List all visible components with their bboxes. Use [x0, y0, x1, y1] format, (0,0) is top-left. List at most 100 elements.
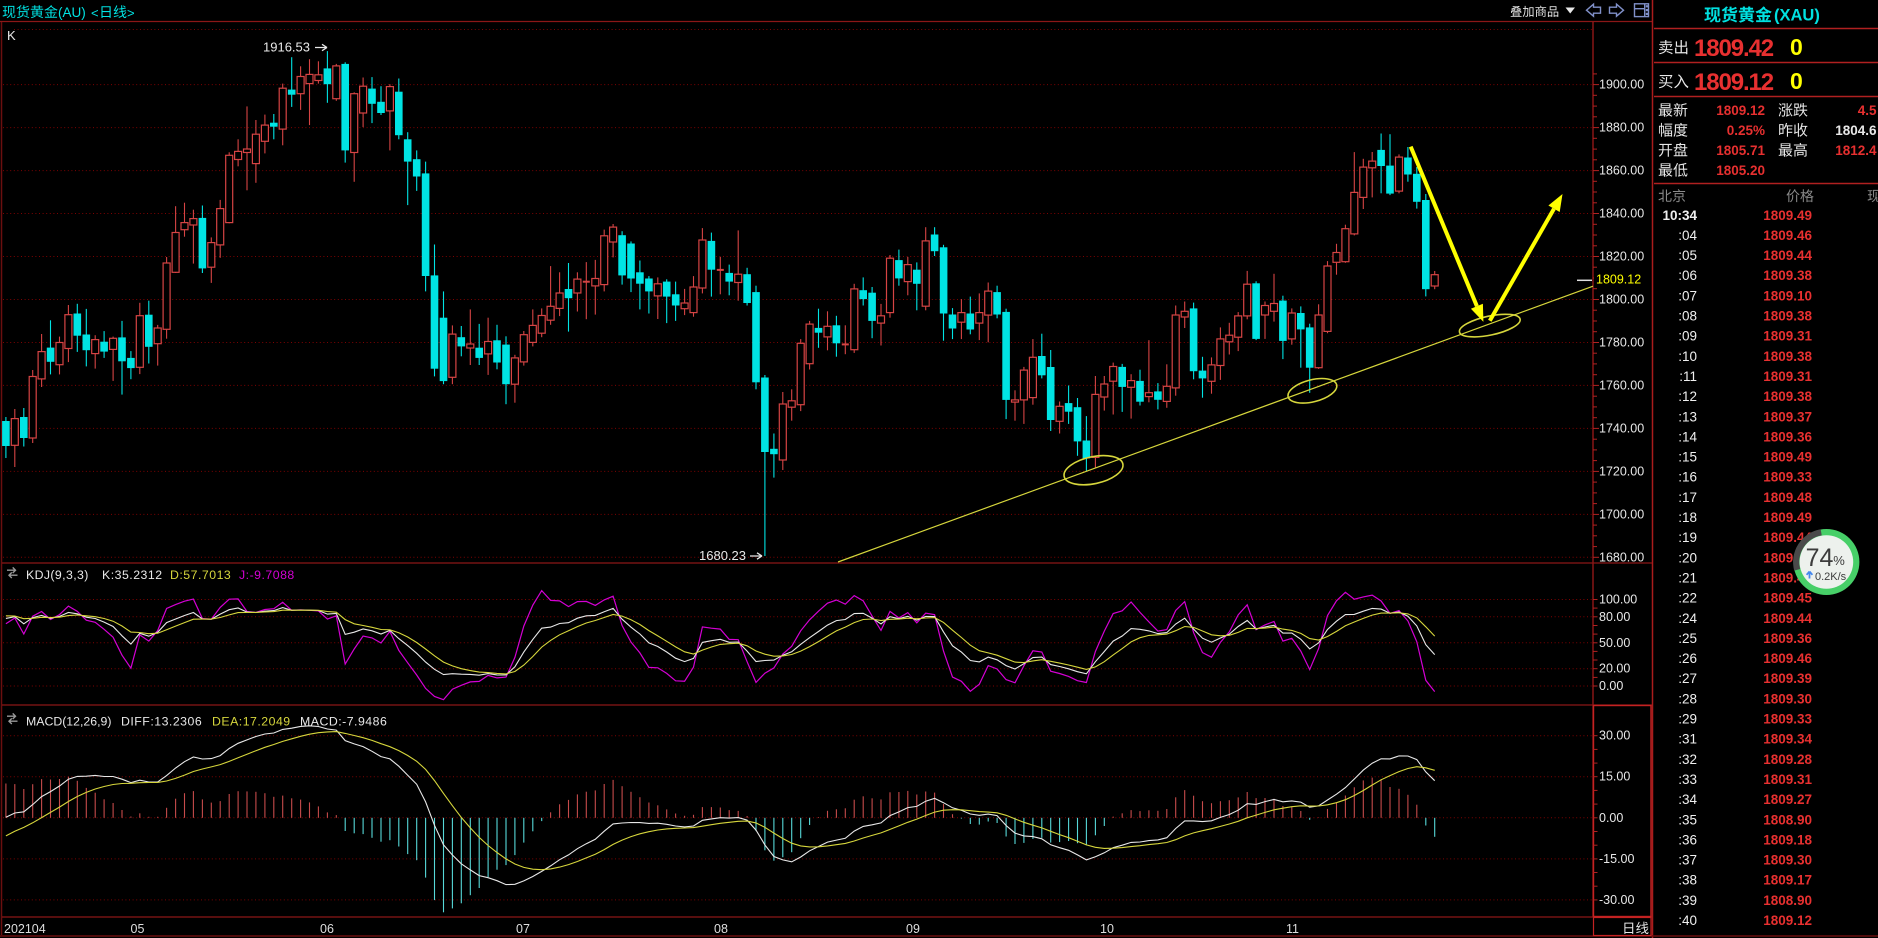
svg-text::12: :12	[1678, 389, 1697, 404]
svg-text:1809.44: 1809.44	[1763, 248, 1812, 263]
svg-text::10: :10	[1678, 349, 1697, 364]
svg-text::04: :04	[1678, 228, 1697, 243]
svg-text:1809.18: 1809.18	[1763, 832, 1812, 847]
svg-text::28: :28	[1678, 691, 1697, 706]
svg-text::27: :27	[1678, 671, 1697, 686]
svg-text:05: 05	[131, 922, 145, 936]
svg-text:1780.00: 1780.00	[1599, 336, 1644, 350]
svg-text:1805.20: 1805.20	[1716, 163, 1765, 178]
svg-text:20.00: 20.00	[1599, 662, 1630, 676]
svg-text:1809.30: 1809.30	[1763, 853, 1812, 868]
svg-text:15.00: 15.00	[1599, 770, 1630, 784]
svg-text:10: 10	[1100, 922, 1114, 936]
svg-text:1820.00: 1820.00	[1599, 250, 1644, 264]
svg-text:1809.46: 1809.46	[1763, 651, 1812, 666]
svg-text::39: :39	[1678, 893, 1697, 908]
svg-text::31: :31	[1678, 732, 1697, 747]
svg-text:1809.12: 1809.12	[1763, 913, 1812, 928]
svg-text:MACD(12,26,9): MACD(12,26,9)	[26, 715, 111, 729]
svg-text::40: :40	[1678, 913, 1697, 928]
svg-text::17: :17	[1678, 490, 1697, 505]
svg-text:1809.28: 1809.28	[1763, 752, 1812, 767]
svg-text:1809.49: 1809.49	[1763, 450, 1812, 465]
svg-text::32: :32	[1678, 752, 1697, 767]
svg-text:1809.30: 1809.30	[1763, 691, 1812, 706]
svg-text::37: :37	[1678, 853, 1697, 868]
svg-text:0.25%: 0.25%	[1727, 123, 1765, 138]
svg-text::36: :36	[1678, 832, 1697, 847]
svg-text:07: 07	[516, 922, 530, 936]
svg-text:1809.38: 1809.38	[1763, 309, 1812, 324]
svg-text:K:35.2312: K:35.2312	[102, 568, 163, 582]
svg-text:1840.00: 1840.00	[1599, 207, 1644, 221]
svg-text::19: :19	[1678, 530, 1697, 545]
svg-text:1680.00: 1680.00	[1599, 550, 1644, 564]
svg-text:1809.46: 1809.46	[1763, 228, 1812, 243]
svg-text:1809.34: 1809.34	[1763, 732, 1812, 747]
svg-text:1700.00: 1700.00	[1599, 507, 1644, 521]
svg-text:-15.00: -15.00	[1599, 852, 1634, 866]
svg-text::33: :33	[1678, 772, 1697, 787]
svg-text::18: :18	[1678, 510, 1697, 525]
svg-text:06: 06	[320, 922, 334, 936]
svg-text:1809.31: 1809.31	[1763, 772, 1812, 787]
svg-text:09: 09	[906, 922, 920, 936]
svg-text:1720.00: 1720.00	[1599, 464, 1644, 478]
svg-text:<: <	[91, 6, 99, 21]
svg-text:1809.12: 1809.12	[1596, 272, 1641, 286]
svg-text:4.5: 4.5	[1858, 103, 1877, 118]
svg-text::20: :20	[1678, 550, 1697, 565]
svg-text::22: :22	[1678, 591, 1697, 606]
svg-text::29: :29	[1678, 712, 1697, 727]
svg-text:-30.00: -30.00	[1599, 893, 1634, 907]
svg-text:1809.49: 1809.49	[1763, 208, 1812, 223]
svg-text:1916.53: 1916.53	[263, 40, 310, 55]
svg-text:0.00: 0.00	[1599, 679, 1623, 693]
svg-text:1900.00: 1900.00	[1599, 78, 1644, 92]
svg-text::34: :34	[1678, 792, 1697, 807]
svg-text:11: 11	[1286, 922, 1299, 936]
svg-text::05: :05	[1678, 248, 1697, 263]
svg-text:DEA:17.2049: DEA:17.2049	[212, 715, 291, 729]
svg-text:1760.00: 1760.00	[1599, 378, 1644, 392]
svg-text:1809.37: 1809.37	[1763, 409, 1812, 424]
svg-text:1809.49: 1809.49	[1763, 510, 1812, 525]
svg-text:1808.90: 1808.90	[1763, 812, 1812, 827]
svg-text:74: 74	[1806, 544, 1834, 572]
svg-text:30.00: 30.00	[1599, 729, 1630, 743]
svg-text::26: :26	[1678, 651, 1697, 666]
svg-text::16: :16	[1678, 470, 1697, 485]
svg-text::07: :07	[1678, 288, 1697, 303]
svg-text:1808.90: 1808.90	[1763, 893, 1812, 908]
svg-text:1740.00: 1740.00	[1599, 421, 1644, 435]
svg-text:202104: 202104	[4, 922, 46, 936]
svg-text:1809.36: 1809.36	[1763, 631, 1812, 646]
svg-text:1809.31: 1809.31	[1763, 369, 1812, 384]
svg-text::21: :21	[1678, 571, 1697, 586]
svg-text:08: 08	[714, 922, 728, 936]
svg-text::08: :08	[1678, 309, 1697, 324]
svg-text::25: :25	[1678, 631, 1697, 646]
svg-text:1809.45: 1809.45	[1763, 591, 1812, 606]
svg-text::35: :35	[1678, 812, 1697, 827]
svg-text::11: :11	[1679, 369, 1697, 384]
svg-text::09: :09	[1678, 329, 1697, 344]
svg-text::24: :24	[1678, 611, 1697, 626]
svg-text::14: :14	[1678, 429, 1697, 444]
svg-text:J:-9.7088: J:-9.7088	[239, 568, 295, 582]
svg-text:0: 0	[1790, 68, 1803, 94]
svg-text:0.2K/s: 0.2K/s	[1815, 571, 1847, 583]
svg-text:1809.33: 1809.33	[1763, 470, 1812, 485]
svg-text:1809.12: 1809.12	[1716, 103, 1765, 118]
svg-text:1809.44: 1809.44	[1763, 530, 1812, 545]
svg-text:1880.00: 1880.00	[1599, 121, 1644, 135]
svg-text:0: 0	[1790, 34, 1803, 60]
svg-text:1809.12: 1809.12	[1694, 69, 1774, 96]
svg-text:K: K	[7, 28, 16, 43]
svg-text:1809.33: 1809.33	[1763, 712, 1812, 727]
svg-text:1809.42: 1809.42	[1694, 35, 1774, 62]
svg-text:1809.36: 1809.36	[1763, 429, 1812, 444]
svg-text:0.00: 0.00	[1599, 811, 1623, 825]
svg-text:D:57.7013: D:57.7013	[170, 568, 231, 582]
svg-text:100.00: 100.00	[1599, 593, 1637, 607]
